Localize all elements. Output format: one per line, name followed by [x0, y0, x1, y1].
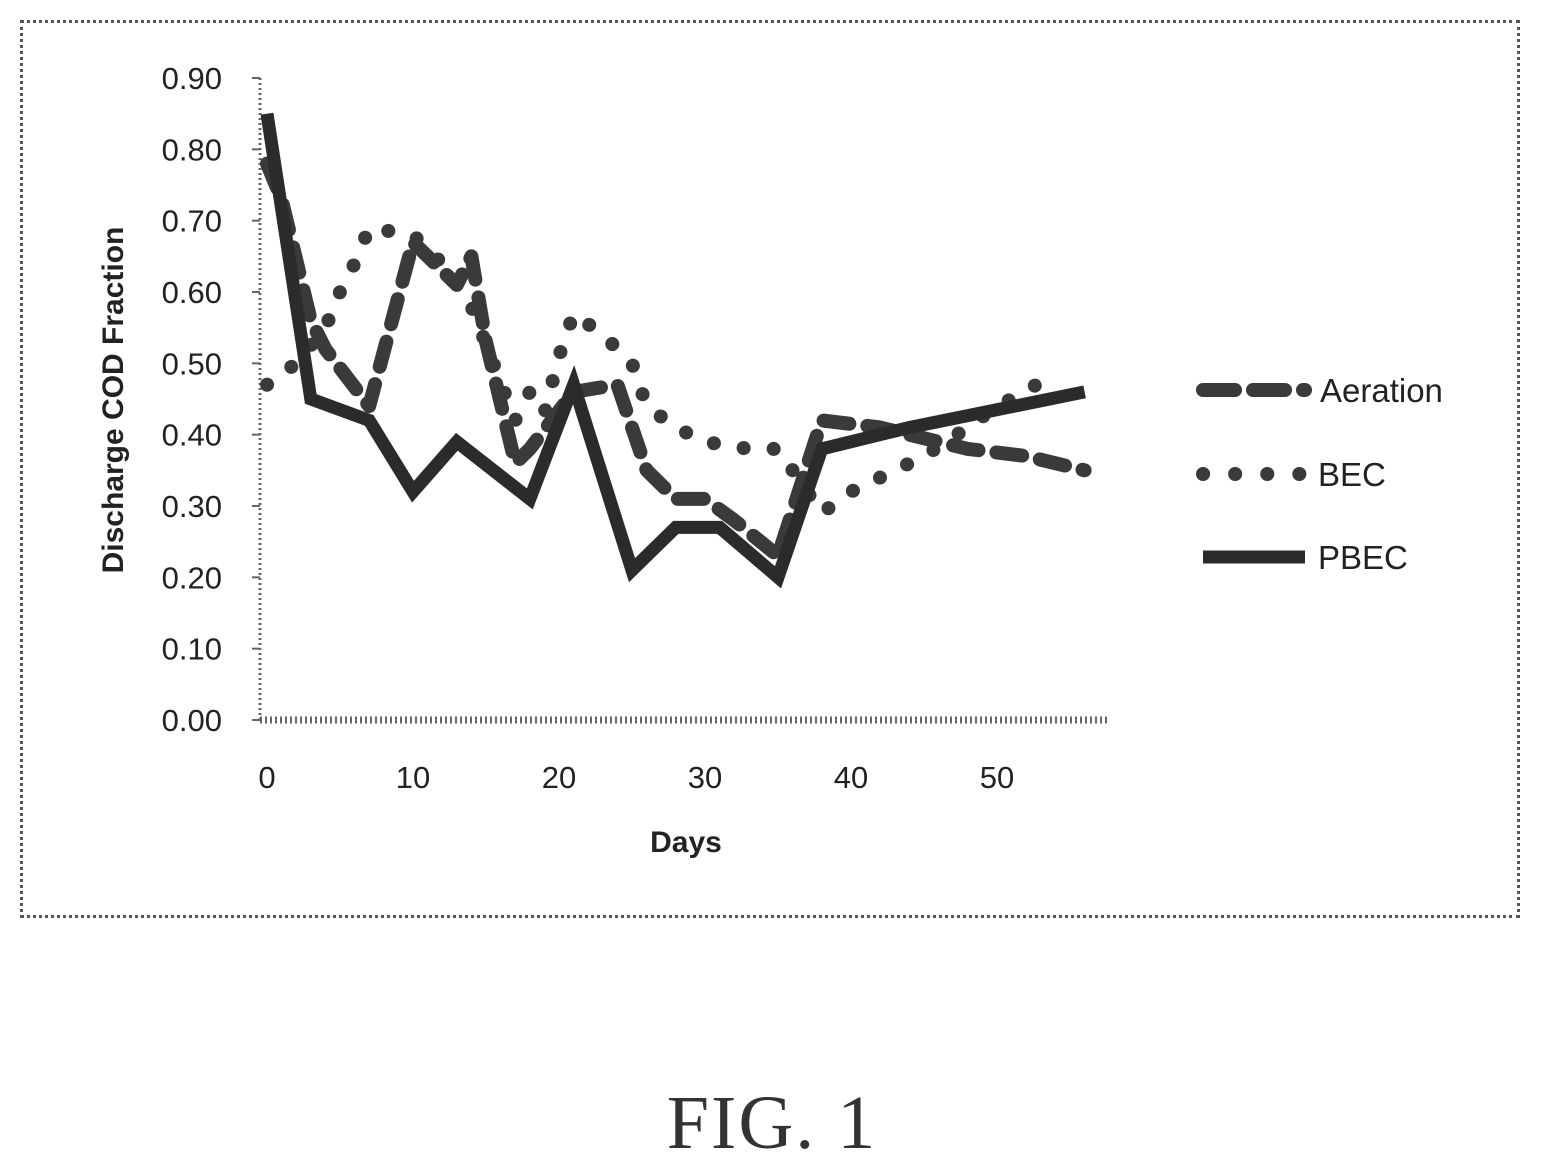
legend-item-aeration: Aeration	[1196, 372, 1443, 409]
y-tick-label: 0.60	[162, 275, 222, 310]
x-tick-label: 20	[542, 760, 576, 795]
x-tick-label: 30	[688, 760, 722, 795]
series-line-aeration	[260, 156, 1092, 563]
y-tick-label: 0.30	[162, 489, 222, 524]
x-tick-label: 10	[396, 760, 430, 795]
x-tick-label: 40	[834, 760, 868, 795]
x-tick-label: 0	[258, 760, 275, 795]
series-aeration	[260, 156, 1092, 563]
y-tick-label: 0.10	[162, 632, 222, 667]
x-tick-label: 50	[980, 760, 1014, 795]
y-tick-label: 0.70	[162, 204, 222, 239]
x-tick-labels: 0 10 20 30 40 50	[258, 760, 1014, 795]
y-axis-title: Discharge COD Fraction	[97, 227, 130, 574]
series-layer	[260, 112, 1092, 589]
y-tick-label: 0.80	[162, 132, 222, 167]
y-tick-label: 0.00	[162, 703, 222, 738]
x-axis-title: Days	[650, 826, 722, 859]
legend-item-bec: BEC	[1196, 456, 1386, 493]
chart-frame	[20, 20, 1520, 918]
figure-caption: FIG. 1	[666, 1081, 878, 1165]
legend-label-aeration: Aeration	[1320, 372, 1443, 409]
series-bec	[260, 220, 1063, 521]
y-tick-label: 0.50	[162, 346, 222, 381]
y-tick-label: 0.40	[162, 418, 222, 453]
y-tick-labels: 0.00 0.10 0.20 0.30 0.40 0.50 0.60 0.70 0.80 0.90	[162, 61, 260, 738]
legend-item-pbec: PBEC	[1203, 539, 1408, 576]
legend-label-pbec: PBEC	[1318, 539, 1408, 576]
series-pbec	[260, 112, 1086, 589]
legend: Aeration BEC PBEC	[1196, 372, 1443, 576]
series-line-bec	[260, 220, 1063, 521]
axes	[258, 78, 1108, 724]
y-tick-label: 0.20	[162, 560, 222, 595]
legend-label-bec: BEC	[1318, 456, 1386, 493]
series-line-pbec	[260, 112, 1086, 589]
y-tick-label: 0.90	[162, 61, 222, 96]
